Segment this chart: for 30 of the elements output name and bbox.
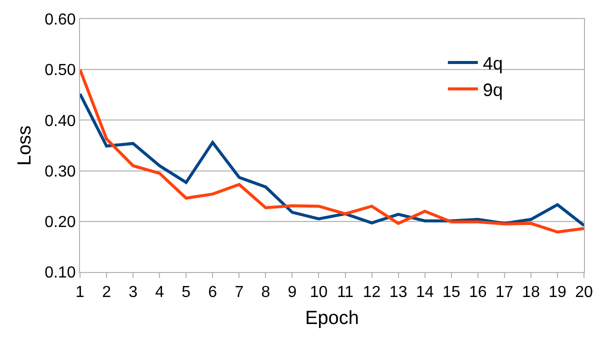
x-tick-label: 3 [128,284,138,302]
y-tick-label: 0.20 [44,214,76,231]
y-tick-label: 0.10 [44,264,76,282]
x-tick-label: 13 [389,284,408,302]
x-tick-label: 1 [76,284,85,302]
x-tick-label: 11 [336,284,354,302]
x-tick-label: 8 [261,284,270,302]
y-axis-title: Loss [14,125,36,166]
x-tick-label: 2 [102,284,112,302]
x-axis-title: Epoch [305,308,359,329]
x-tick-label: 12 [362,284,381,302]
x-tick-label: 17 [496,284,514,302]
x-tick-label: 6 [208,284,218,302]
y-tick-label: 0.60 [44,12,76,29]
x-tick-label: 14 [416,284,434,302]
x-tick-label: 20 [575,284,593,302]
x-tick-label: 9 [288,284,297,302]
x-tick-label: 7 [234,284,244,302]
x-tick-label: 16 [468,284,487,302]
legend-label: 4q [482,54,503,74]
x-tick-label: 5 [182,284,191,302]
x-tick-label: 15 [442,284,460,302]
x-tick-label: 10 [310,284,328,302]
x-tick-label: 19 [548,284,566,302]
y-tick-label: 0.30 [44,163,76,180]
x-tick-label: 4 [155,284,164,302]
legend-label: 9q [482,80,503,100]
y-tick-label: 0.50 [44,62,76,80]
y-tick-label: 0.40 [44,112,76,130]
x-tick-label: 18 [522,284,540,302]
